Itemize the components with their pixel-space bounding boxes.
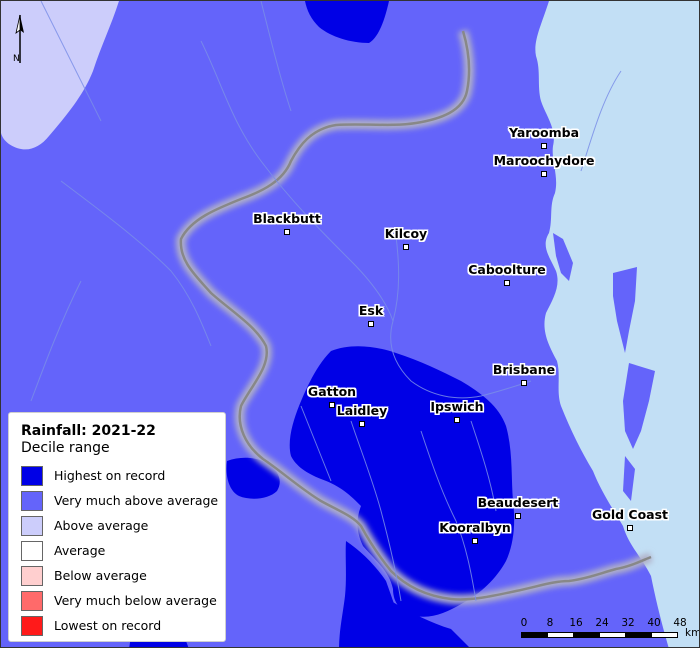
town-label: Laidley <box>336 403 388 418</box>
legend-row-very-much-above-average: Very much above average <box>21 488 225 513</box>
legend-row-lowest-on-record: Lowest on record <box>21 613 225 638</box>
town-label: Ipswich <box>430 399 484 414</box>
legend-row-average: Average <box>21 538 225 563</box>
highest-on-record-area <box>391 601 469 647</box>
legend-label: Average <box>54 543 106 558</box>
town-label: Caboolture <box>468 262 546 277</box>
legend-swatch <box>21 465 43 486</box>
town-dot <box>627 525 633 531</box>
scale-segment <box>599 632 626 638</box>
town-dot <box>329 402 335 408</box>
island <box>623 456 635 501</box>
highest-on-record-area <box>305 1 389 43</box>
town-dot <box>368 321 374 327</box>
town-dot <box>359 421 365 427</box>
scale-segment <box>625 632 652 638</box>
scale-tick: 32 <box>621 617 635 629</box>
scale-tick: 48 <box>673 617 687 629</box>
scale-segment <box>547 632 574 638</box>
town-label: Yaroomba <box>508 125 580 140</box>
town-label: Brisbane <box>492 362 556 377</box>
town-dot <box>403 244 409 250</box>
town-label: Gatton <box>307 384 357 399</box>
north-label: N <box>13 54 20 64</box>
town-label: Esk <box>358 303 384 318</box>
scale-segment <box>573 632 600 638</box>
town-label: Gold Coast <box>591 507 669 522</box>
legend-row-above-average: Above average <box>21 513 225 538</box>
scale-tick: 40 <box>647 617 661 629</box>
legend-label: Lowest on record <box>54 618 162 633</box>
north-arrow-icon <box>15 14 24 63</box>
town-dot <box>541 171 547 177</box>
legend-row-below-average: Below average <box>21 563 225 588</box>
legend-title: Rainfall: 2021-22 <box>21 423 156 439</box>
scale-tick: 16 <box>569 617 583 629</box>
north-arrow: N <box>9 13 31 69</box>
highest-on-record-area <box>226 457 280 499</box>
scale-segment <box>651 632 678 638</box>
legend-subtitle: Decile range <box>21 440 110 456</box>
scale-tick: 0 <box>520 617 528 629</box>
legend-label: Very much below average <box>54 593 217 608</box>
island <box>553 233 573 281</box>
map-legend: Rainfall: 2021-22 Decile range Highest o… <box>8 412 226 642</box>
legend-swatch <box>21 615 43 636</box>
town-label: Kooralbyn <box>439 520 511 535</box>
legend-label: Highest on record <box>54 468 166 483</box>
scale-tick: 8 <box>546 617 554 629</box>
town-label: Blackbutt <box>253 211 321 226</box>
highest-on-record-area <box>339 541 403 647</box>
town-dot <box>504 280 510 286</box>
town-dot <box>284 229 290 235</box>
legend-swatch <box>21 565 43 586</box>
town-label: Kilcoy <box>384 226 428 241</box>
town-dot <box>454 417 460 423</box>
scale-tick: 24 <box>595 617 609 629</box>
legend-swatch <box>21 590 43 611</box>
legend-swatch <box>21 490 43 511</box>
ocean-area <box>535 1 699 647</box>
legend-label: Very much above average <box>54 493 219 508</box>
legend-label: Above average <box>54 518 149 533</box>
town-dot <box>521 380 527 386</box>
town-label: Maroochydore <box>493 153 595 168</box>
legend-row-very-much-below-average: Very much below average <box>21 588 225 613</box>
island <box>623 363 655 449</box>
scale-segment <box>521 632 548 638</box>
legend-label: Below average <box>54 568 147 583</box>
highest-on-record-area <box>289 346 515 617</box>
town-label: Beaudesert <box>477 495 559 510</box>
legend-row-highest-on-record: Highest on record <box>21 463 225 488</box>
town-dot <box>472 538 478 544</box>
above-average-area <box>1 1 119 150</box>
catchment-border <box>179 30 652 601</box>
town-dot <box>515 513 521 519</box>
scale-unit: km <box>685 627 700 639</box>
legend-swatch <box>21 515 43 536</box>
town-dot <box>541 143 547 149</box>
scale-bar: 0 8 16 24 32 40 48 km <box>517 617 700 647</box>
legend-swatch <box>21 540 43 561</box>
island <box>613 267 637 353</box>
